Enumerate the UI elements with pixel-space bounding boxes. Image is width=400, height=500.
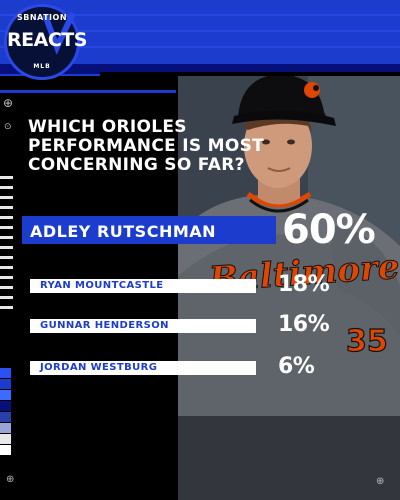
result-percent-3: 16% (278, 312, 330, 337)
dot-icon: ⊙ (4, 122, 12, 132)
result-percent-1: 60% (282, 207, 376, 253)
svg-text:35: 35 (346, 324, 388, 359)
crosshair-bottom-left-icon: ⊕ (6, 474, 15, 485)
poll-question: WHICH ORIOLES PERFORMANCE IS MOST CONCER… (28, 117, 265, 175)
result-bar-1 (22, 216, 276, 244)
tick-marks (0, 176, 16, 316)
player-illustration: Baltimore 35 (178, 76, 400, 500)
result-name-4: JORDAN WESTBURG (40, 362, 158, 373)
crosshair-bottom-right-icon: ⊕ (376, 476, 385, 487)
crosshair-icon: ⊕ (3, 96, 14, 110)
result-bar-2 (30, 279, 256, 293)
color-swatches (0, 368, 14, 456)
accent-rule (0, 90, 176, 93)
result-bar-3 (30, 319, 256, 333)
result-bar-4 (30, 361, 256, 375)
player-photo: Baltimore 35 (178, 76, 400, 500)
result-percent-4: 6% (278, 354, 315, 379)
result-percent-2: 18% (278, 272, 330, 297)
logo-main-text: REACTS (7, 29, 87, 51)
result-name-1: ADLEY RUTSCHMAN (30, 222, 217, 241)
logo-top-text: SBNATION (16, 13, 68, 22)
sbnation-reacts-logo: SBNATION REACTS MLB (4, 4, 87, 80)
result-name-2: RYAN MOUNTCASTLE (40, 280, 164, 291)
result-name-3: GUNNAR HENDERSON (40, 320, 169, 331)
logo-bottom-text: MLB (33, 63, 51, 70)
